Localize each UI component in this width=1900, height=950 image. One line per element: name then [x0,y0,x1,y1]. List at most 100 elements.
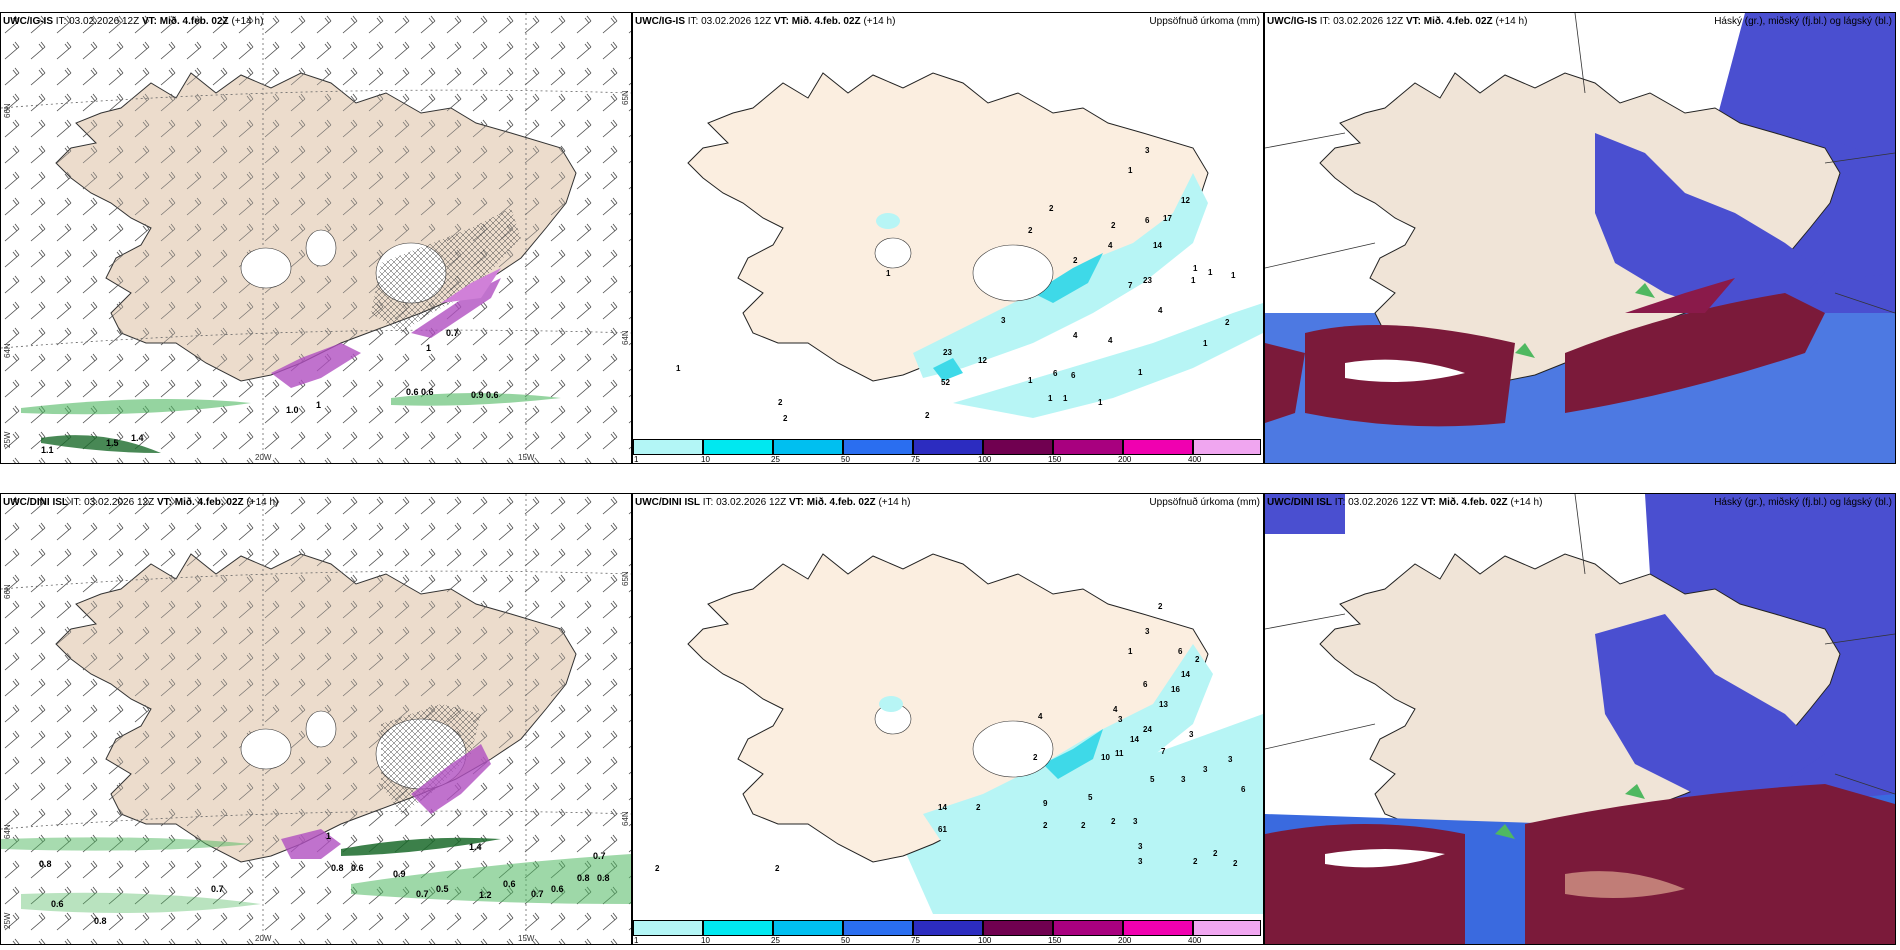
lon-label: 20W [255,453,272,462]
panel-header: UWC/IG-IS IT: 03.02.2026 12Z VT: Mið. 4.… [3,16,264,27]
legend-swatch [1123,920,1193,936]
svg-text:0.8: 0.8 [39,859,52,869]
svg-text:2: 2 [1233,859,1238,868]
svg-text:2: 2 [1225,318,1230,327]
lat-label: 66N [3,103,12,118]
svg-text:13: 13 [1159,700,1168,709]
precip-map: 3 1 17 12 6 14 4 23 2 1 1 1 2 7 4 4 1 1 … [676,72,1263,423]
legend-swatch [1193,920,1261,936]
legend-swatch [703,920,773,936]
snow-label: 0.6 [486,390,499,400]
svg-text:2: 2 [1028,226,1033,235]
svg-text:14: 14 [938,803,947,812]
svg-text:24: 24 [1143,725,1152,734]
svg-text:12: 12 [1181,196,1190,205]
svg-text:2: 2 [1111,221,1116,230]
snow-label: 0.9 [471,390,484,400]
svg-text:2: 2 [775,864,780,873]
panel-dini-precip: UWC/DINI ISL IT: 03.02.2026 12Z VT: Mið.… [632,493,1264,945]
panel-header: UWC/DINI ISL IT: 03.02.2026 12Z VT: Mið.… [3,497,279,508]
snow-label: 1.5 [106,438,119,448]
svg-text:6: 6 [1053,369,1058,378]
svg-text:52: 52 [941,378,950,387]
svg-text:61: 61 [938,825,947,834]
legend-swatch [913,439,983,455]
svg-text:6: 6 [1145,216,1150,225]
svg-text:1: 1 [1128,166,1133,175]
svg-text:3: 3 [1001,316,1006,325]
svg-text:11: 11 [1115,749,1124,758]
lat-label: 64N [3,824,12,839]
svg-text:3: 3 [1138,857,1143,866]
svg-text:2: 2 [1049,204,1054,213]
svg-text:4: 4 [1073,331,1078,340]
legend-swatch [773,439,843,455]
svg-text:2: 2 [655,864,660,873]
snow-label: 1 [426,343,431,353]
svg-text:2: 2 [1081,821,1086,830]
lon-label: 15W [518,934,535,943]
panel-ig-wind: UWC/IG-IS IT: 03.02.2026 12Z VT: Mið. 4.… [0,12,632,464]
lon-label: 20W [255,934,272,943]
svg-text:2: 2 [1213,849,1218,858]
panel-ig-clouds: UWC/IG-IS IT: 03.02.2026 12Z VT: Mið. 4.… [1264,12,1896,464]
svg-text:0.7: 0.7 [416,889,429,899]
svg-text:0.6: 0.6 [51,899,64,909]
lat-label: 64N [621,811,630,826]
svg-text:17: 17 [1163,214,1172,223]
snow-label: 0.6 [406,387,419,397]
svg-text:1.4: 1.4 [469,842,482,852]
lon-label: 25W [3,912,12,929]
legend-swatch [633,439,703,455]
precip-legend: 1 10 25 50 75 100 150 200 400 [633,920,1261,944]
svg-text:4: 4 [1108,241,1113,250]
svg-text:2: 2 [1195,655,1200,664]
svg-text:1: 1 [1193,264,1198,273]
svg-text:10: 10 [1101,753,1110,762]
svg-text:3: 3 [1118,715,1123,724]
legend-swatch [633,920,703,936]
svg-text:0.5: 0.5 [436,884,449,894]
svg-text:6: 6 [1178,647,1183,656]
legend-swatch [1193,439,1261,455]
svg-text:23: 23 [943,348,952,357]
svg-text:3: 3 [1228,755,1233,764]
panel-header: UWC/IG-IS IT: 03.02.2026 12Z VT: Mið. 4.… [1267,16,1528,27]
snow-label: 0.7 [446,328,459,338]
svg-text:1: 1 [1063,394,1068,403]
svg-text:2: 2 [783,414,788,423]
panel-ig-precip: UWC/IG-IS IT: 03.02.2026 12Z VT: Mið. 4.… [632,12,1264,464]
wind-map: 0.6 0.6 0.9 0.6 1.1 1.5 1.4 0.7 1 1.0 1 [1,13,631,463]
svg-text:1: 1 [1138,368,1143,377]
svg-text:1: 1 [326,831,331,841]
svg-text:4: 4 [1113,705,1118,714]
legend-swatch [773,920,843,936]
map-title: Uppsöfnuð úrkoma (mm) [1149,497,1260,508]
svg-text:2: 2 [1111,817,1116,826]
legend-swatch [1053,920,1123,936]
precip-legend: 1 10 25 50 75 100 150 200 400 [633,439,1261,463]
svg-text:0.8: 0.8 [577,873,590,883]
svg-text:1: 1 [1028,376,1033,385]
legend-swatch [1053,439,1123,455]
svg-text:1.2: 1.2 [479,890,492,900]
svg-text:1: 1 [1048,394,1053,403]
svg-text:12: 12 [978,356,987,365]
snow-label: 1.0 [286,405,299,415]
lat-label: 66N [3,584,12,599]
svg-text:5: 5 [1088,793,1093,802]
svg-text:1: 1 [1191,276,1196,285]
svg-text:3: 3 [1203,765,1208,774]
svg-text:0.7: 0.7 [593,851,606,861]
svg-text:2: 2 [1033,753,1038,762]
svg-text:6: 6 [1143,680,1148,689]
svg-text:0.9: 0.9 [393,869,406,879]
svg-text:0.7: 0.7 [531,889,544,899]
svg-text:2: 2 [1193,857,1198,866]
cloud-map [1265,494,1895,944]
svg-text:1: 1 [1098,398,1103,407]
legend-swatch [1123,439,1193,455]
lon-label: 15W [518,453,535,462]
panel-header: UWC/DINI ISL IT: 03.02.2026 12Z VT: Mið.… [1267,497,1543,508]
svg-text:2: 2 [1073,256,1078,265]
